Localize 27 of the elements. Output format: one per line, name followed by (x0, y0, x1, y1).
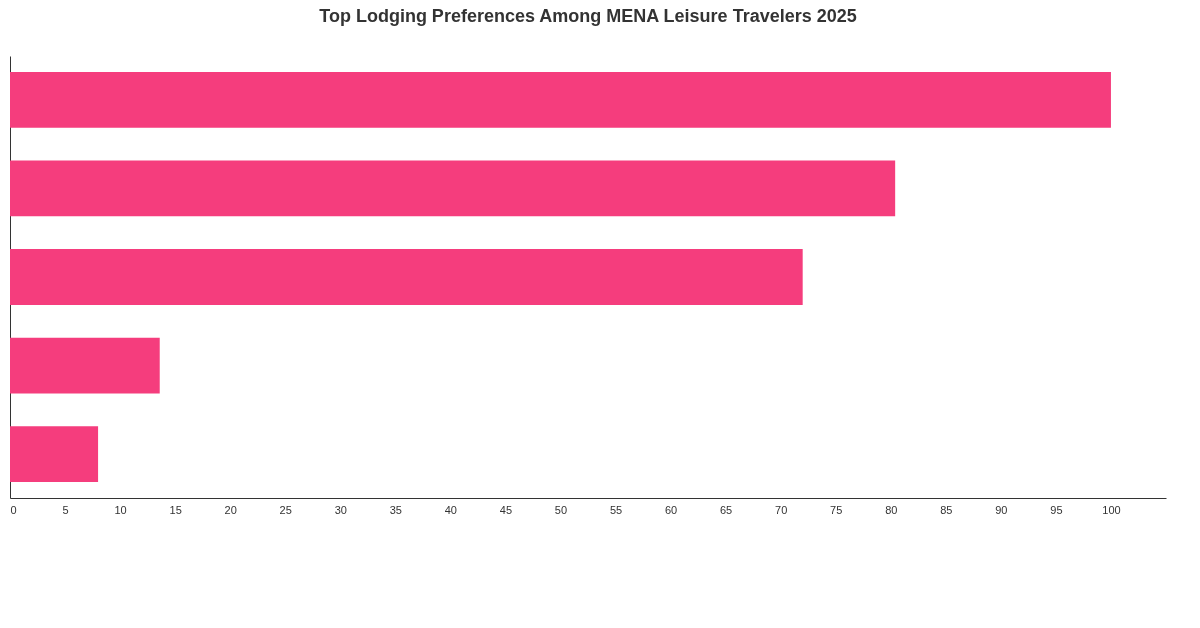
x-tick-label: 85 (940, 503, 953, 516)
chart-title: Top Lodging Preferences Among MENA Leisure Travelers 2025 (319, 6, 857, 26)
x-tick-label: 45 (499, 503, 513, 516)
bar (10, 249, 803, 305)
bar (10, 160, 896, 217)
x-tick-label: 90 (995, 503, 1008, 516)
x-tick-label: 95 (1050, 503, 1063, 516)
x-tick-label: 65 (719, 503, 733, 516)
x-tick-label: 0 (10, 503, 17, 516)
x-tick-label: 50 (554, 503, 568, 516)
x-tick-label: 60 (664, 503, 678, 516)
x-tick-label: 20 (224, 503, 237, 516)
x-tick-label: 80 (885, 503, 898, 516)
x-tick-label: 100 (1102, 503, 1121, 516)
x-tick-label: 75 (830, 503, 843, 516)
x-tick-label: 15 (169, 503, 182, 516)
x-tick-label: 55 (609, 503, 623, 516)
bar (10, 426, 99, 483)
x-tick-label: 70 (775, 503, 788, 516)
bar (10, 337, 160, 394)
bar (10, 71, 1111, 128)
x-tick-label: 5 (62, 503, 69, 516)
x-tick-label: 25 (279, 503, 292, 516)
x-tick-label: 30 (334, 503, 347, 516)
x-tick-label: 10 (114, 503, 127, 516)
x-tick-label: 35 (389, 503, 402, 516)
x-tick-label: 40 (444, 503, 458, 516)
